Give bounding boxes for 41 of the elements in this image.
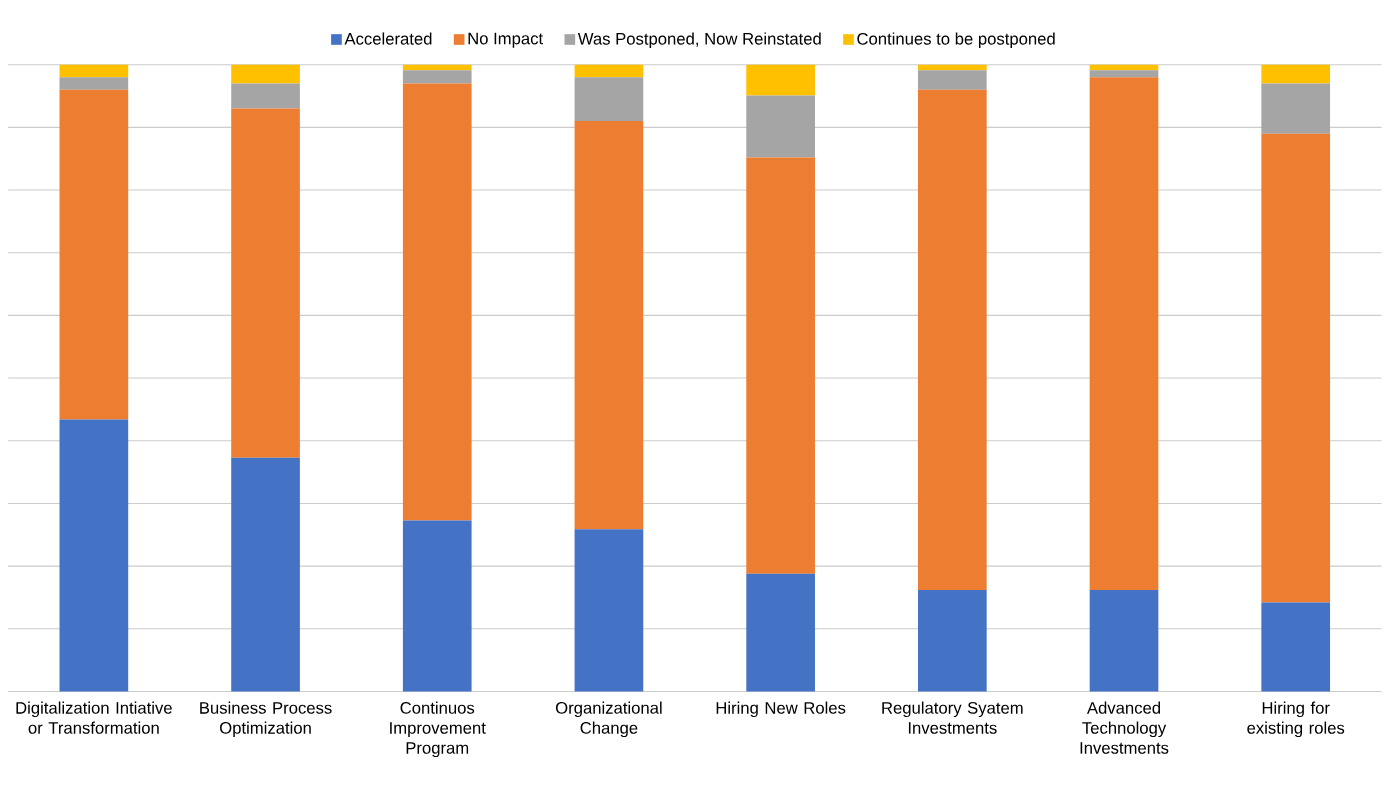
bar [1261, 83, 1331, 134]
bar [574, 64, 644, 78]
bar [1089, 70, 1159, 78]
bar [59, 419, 129, 692]
bar [917, 589, 987, 692]
bar [917, 70, 987, 90]
bar [1261, 64, 1331, 84]
bar [1089, 589, 1159, 692]
x-tick-label: Advanced Technology Investments [1080, 701, 1169, 754]
bar [574, 77, 644, 121]
bar [1089, 77, 1159, 590]
bar [231, 457, 300, 692]
bar [59, 77, 129, 90]
bar [59, 89, 129, 420]
bar [1261, 602, 1331, 692]
bar [574, 529, 644, 692]
legend-label: Was Postponed, Now Reinstated [577, 32, 821, 48]
bar [59, 64, 129, 78]
legend-label: No Impact [468, 32, 543, 48]
x-tick-label: Business Process Optimization [200, 701, 332, 737]
bar [402, 520, 472, 692]
bar [574, 121, 644, 530]
x-tick-label: Continuos Improvement Program [390, 701, 486, 757]
bar [1261, 133, 1331, 603]
bar [231, 108, 300, 458]
bar [746, 95, 815, 158]
x-tick-label: Hiring for existing roles [1247, 701, 1345, 737]
bar [231, 64, 300, 84]
x-tick-label: Regulatory Syatem Investments [882, 701, 1023, 734]
bar [746, 64, 815, 96]
x-tick-label: Organizational Change [555, 701, 662, 737]
bar [402, 70, 472, 84]
legend-label: Accelerated [344, 32, 432, 45]
bar [402, 83, 472, 521]
x-tick-label: Hiring New Roles [716, 701, 846, 717]
bar [231, 83, 300, 109]
bar [746, 573, 815, 692]
bar [746, 157, 815, 574]
bar [917, 89, 987, 590]
legend-label: Continues to be postponed [857, 32, 1055, 48]
x-tick-label: Digitalization Intiative or Transformation [16, 701, 172, 734]
